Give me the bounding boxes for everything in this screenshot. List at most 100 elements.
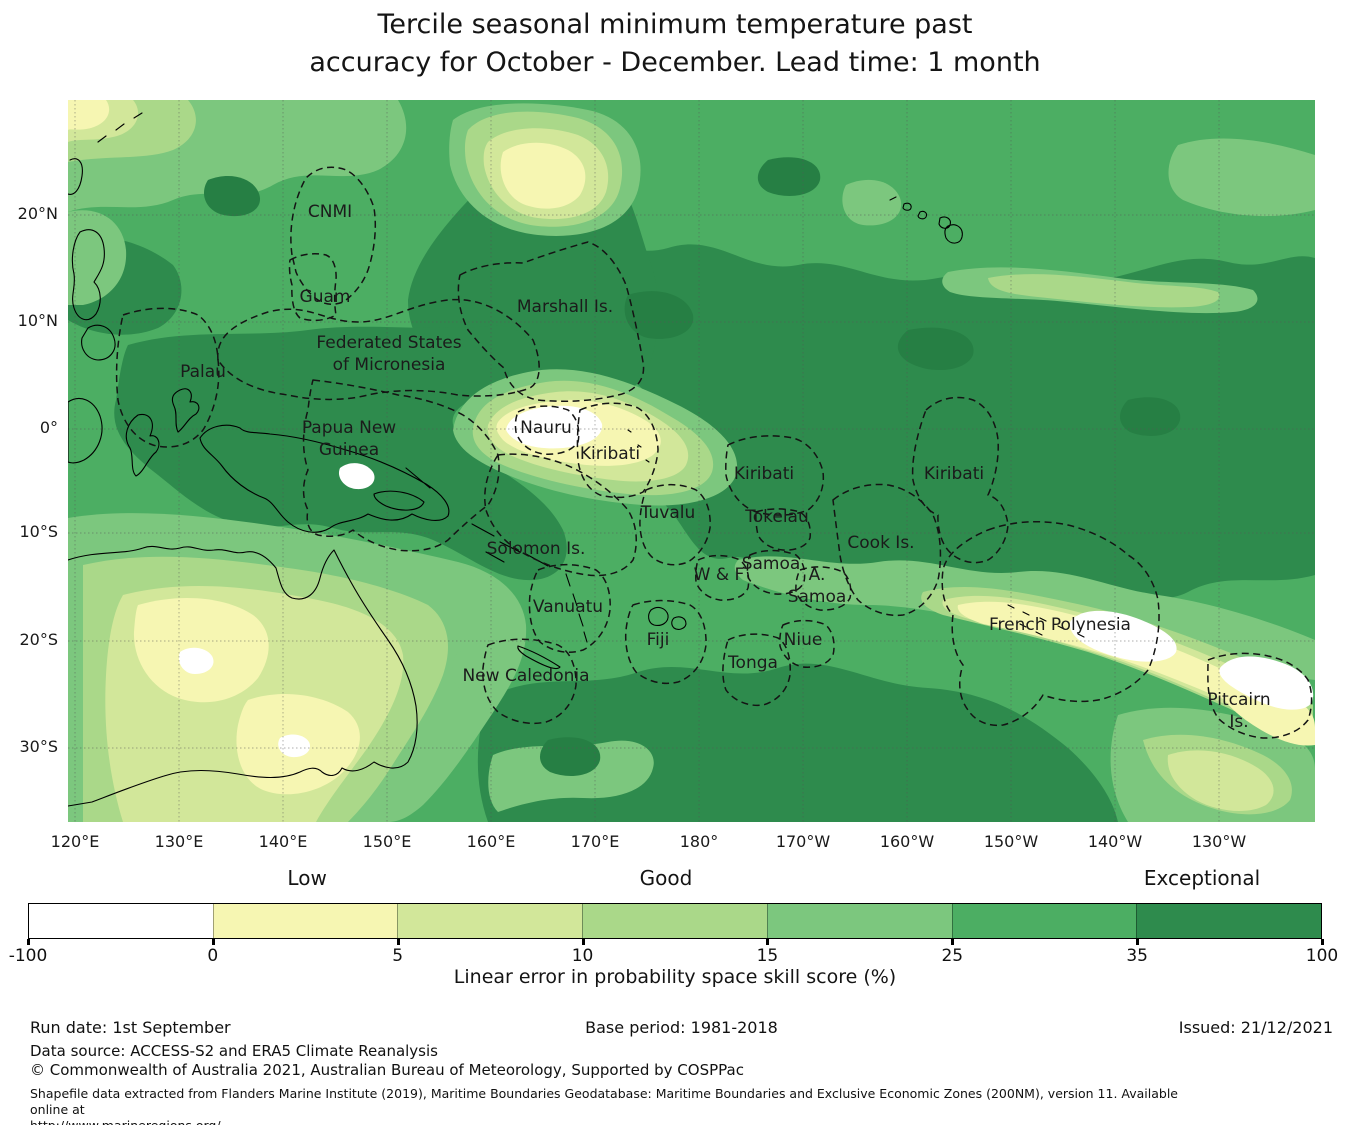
data-source-text: Data source: ACCESS-S2 and ERA5 Climate … — [30, 1042, 438, 1060]
map-label-nauru: Nauru — [520, 418, 572, 438]
colorbar-tickmark-100 — [1321, 939, 1324, 945]
eez-boundary-kiribati-phoenix — [725, 435, 824, 516]
contour-patch-level-0-42 — [338, 463, 375, 490]
eez-boundary-kiribati-line — [911, 396, 1009, 564]
map-label-solomon-is: Solomon Is. — [487, 539, 586, 559]
map-label-guam: Guam — [300, 287, 351, 307]
colorbar-segment-2 — [212, 904, 398, 938]
eez-boundary-tonga — [722, 633, 791, 706]
base-period-text: Base period: 1981-2018 — [585, 1018, 778, 1037]
colorbar-ticklabel-5: 5 — [392, 946, 404, 966]
eez-boundary-kiribati-gilbert — [576, 402, 659, 499]
colorbar-tickmark-25 — [951, 939, 955, 945]
map-label-pitcairn-is-line1: Pitcairn — [1207, 690, 1270, 710]
colorbar-zone-low: Low — [287, 866, 327, 890]
map-label-kiribati-east: Kiribati — [924, 464, 984, 484]
coastline-gilbert-atolls — [627, 429, 650, 463]
coastline-new-guinea — [199, 424, 450, 533]
contour-accent-patch-0 — [624, 291, 694, 339]
contour-patch-level-4-12 — [488, 740, 654, 812]
coastline-ryukyu-islands — [97, 112, 143, 143]
lon-tick-170°W: 170°W — [775, 832, 831, 851]
colorbar-tickmark-5 — [396, 939, 400, 945]
colorbar-tickmark-10 — [581, 939, 585, 945]
contour-accent-patch-3 — [897, 327, 974, 371]
colorbar-tickmark-0 — [211, 939, 215, 945]
contour-patch-level-1-36 — [68, 100, 110, 130]
contour-patch-level-4-14 — [842, 179, 902, 226]
coastline-solomon-chain — [471, 523, 549, 567]
eez-boundary-american-samoa — [795, 566, 852, 611]
map-label-fsm-line2: of Micronesia — [333, 355, 446, 375]
contour-patch-level-0-39 — [1219, 656, 1314, 710]
coastline-polynesia-atolls — [1007, 604, 1085, 638]
map-label-niue: Niue — [784, 630, 823, 650]
map-label-png-line2: Guinea — [319, 440, 379, 460]
map-label-kiribati-west: Kiribati — [580, 444, 640, 464]
contour-patch-level-2-28 — [1167, 750, 1274, 812]
lon-tick-130°E: 130°E — [154, 832, 204, 851]
map-label-cnmi: CNMI — [308, 202, 352, 222]
map-label-french-polynesia: French Polynesia — [989, 615, 1131, 635]
contour-patch-level-4-6 — [68, 210, 127, 305]
colorbar-tickmark-15 — [766, 939, 770, 945]
coastline-hawaii — [889, 196, 963, 244]
contour-patch-level-1-34 — [957, 601, 1296, 719]
eez-boundary-solomon-is — [484, 453, 637, 577]
contour-patch-level-0-38 — [1069, 610, 1177, 662]
contour-patch-level-0-40 — [178, 647, 214, 674]
colorbar-segment-5 — [766, 904, 952, 938]
eez-boundary-french-polynesia — [941, 521, 1160, 726]
colorbar-ticklabel-15: 15 — [756, 946, 779, 966]
map-label-american-samoa-line2: Samoa — [788, 587, 847, 607]
colorbar-tickmark-35 — [1136, 939, 1140, 945]
lon-tick-130°W: 130°W — [1191, 832, 1247, 851]
eez-boundary-nauru — [514, 405, 580, 455]
shapefile-line-2: http://www.marineregions.org/. — [30, 1118, 1220, 1125]
eez-boundary-marshall-is — [457, 241, 645, 402]
coastline-australia — [68, 545, 418, 807]
footer-row-1: Run date: 1st September Base period: 198… — [30, 1018, 1333, 1037]
colorbar-segment-6 — [951, 904, 1137, 938]
colorbar-ticklabel--100: -100 — [8, 946, 48, 966]
colorbar-segment-1 — [29, 904, 213, 938]
eez-boundary-cnmi — [290, 166, 377, 305]
eez-boundary-tuvalu — [639, 483, 711, 566]
contour-patch-level-6-2 — [114, 325, 567, 581]
contour-patch-level-4-8 — [1168, 138, 1315, 217]
lat-tick-30°S: 30°S — [19, 737, 58, 756]
colorbar-segment-4 — [582, 904, 767, 938]
eez-boundary-niue — [779, 619, 835, 668]
map-area: CNMI Guam Marshall Is. Federated States of M… — [68, 100, 1315, 822]
lon-tick-180°: 180° — [679, 832, 719, 851]
map-label-american-samoa-line1: A. — [809, 565, 826, 585]
lon-tick-140°E: 140°E — [258, 832, 308, 851]
lon-tick-150°E: 150°E — [362, 832, 412, 851]
lon-tick-140°W: 140°W — [1087, 832, 1143, 851]
map-label-tokelau: Tokelau — [744, 507, 809, 527]
map-label-samoa: Samoa — [742, 554, 801, 574]
map-label-marshall-is: Marshall Is. — [517, 297, 613, 317]
lat-tick-20°N: 20°N — [17, 204, 58, 223]
copyright-text: © Commonwealth of Australia 2021, Austra… — [30, 1061, 744, 1079]
eez-boundary-samoa — [746, 549, 806, 595]
colorbar-ticklabel-0: 0 — [207, 946, 219, 966]
lat-tick-10°N: 10°N — [17, 311, 58, 330]
title-line-2: accuracy for October - December. Lead ti… — [309, 47, 1041, 78]
lon-tick-160°E: 160°E — [466, 832, 516, 851]
lat-tick-0°: 0° — [39, 418, 58, 437]
lat-tick-20°S: 20°S — [19, 630, 58, 649]
colorbar-zone-exceptional: Exceptional — [1143, 866, 1261, 890]
eez-boundary-pitcairn-is — [1207, 652, 1313, 739]
map-label-pitcairn-is-line2: Is. — [1229, 712, 1248, 732]
page-title: Tercile seasonal minimum temperature pas… — [0, 6, 1350, 82]
map-label-fsm-line1: Federated States — [316, 333, 461, 353]
contour-patch-level-1-32 — [500, 142, 586, 209]
lon-tick-160°W: 160°W — [879, 832, 935, 851]
eez-boundary-guam — [288, 253, 337, 322]
map-label-vanuatu: Vanuatu — [533, 597, 603, 617]
lon-tick-120°E: 120°E — [50, 832, 100, 851]
contour-accent-patch-2 — [204, 176, 261, 217]
eez-boundary-fsm — [217, 298, 540, 401]
